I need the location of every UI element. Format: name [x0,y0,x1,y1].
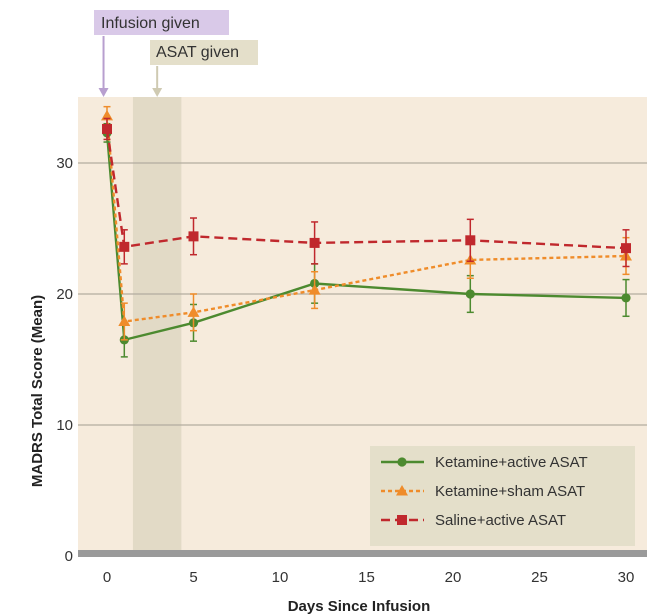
series-1-line [105,132,627,342]
series-1-point-4 [465,289,475,299]
asat-band [132,97,182,550]
x-tick-label-15: 15 [358,569,375,586]
x-axis-title: Days Since Infusion [288,598,431,615]
series-3-point-0 [102,123,112,134]
series-3 [102,117,631,268]
series-3-point-4 [465,235,476,246]
series-2-point-3 [308,284,321,295]
series-3-point-1 [119,241,130,252]
series-2-point-1 [118,315,131,327]
infusion-label-box [94,10,229,35]
series-3-point-5 [621,243,631,254]
series-2-line [105,115,627,323]
y-tick-label-0: 0 [65,548,73,565]
y-tick-label-20: 20 [56,286,73,303]
x-tick-label-10: 10 [272,569,289,586]
x-tick-label-25: 25 [531,569,548,586]
legend-swatch-marker-3 [397,515,407,525]
legend-swatch-marker-1 [397,457,407,467]
legend-swatch-marker-2 [396,485,408,496]
series-1-point-5 [621,293,631,303]
legend-label-2: Ketamine+sham ASAT [435,483,585,500]
series-3-point-2 [188,231,199,242]
x-tick-label-0: 0 [103,569,111,586]
infusion-arrow-head [98,88,109,97]
series-3-line [105,128,627,250]
legend-label-3: Saline+active ASAT [435,512,566,529]
series-3-point-3 [309,237,320,248]
y-tick-label-10: 10 [56,417,73,434]
series-2-point-2 [187,306,200,317]
y-tick-label-30: 30 [56,155,73,172]
x-tick-label-20: 20 [445,569,462,586]
x-tick-label-5: 5 [189,569,197,586]
asat-arrow-head [152,88,163,97]
x-axis-baseline [78,550,647,557]
asat-label-box [150,40,258,65]
y-axis-title: MADRS Total Score (Mean) [29,295,46,487]
x-tick-label-30: 30 [618,569,635,586]
asat-label: ASAT given [156,44,239,61]
infusion-label: Infusion given [101,15,200,32]
legend-label-1: Ketamine+active ASAT [435,454,588,471]
